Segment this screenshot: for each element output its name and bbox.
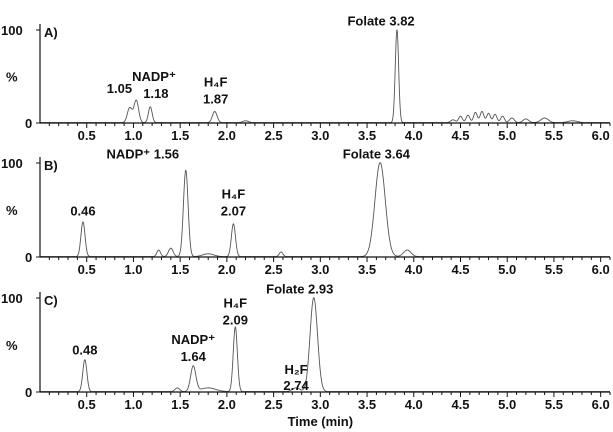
x-tick-label: 2.0 bbox=[218, 262, 236, 277]
x-tick-label: 5.5 bbox=[545, 128, 563, 143]
chromatogram-trace bbox=[39, 29, 611, 124]
x-tick-label: 3.0 bbox=[311, 262, 329, 277]
x-axis-title: Time (min) bbox=[288, 414, 354, 429]
panel-label: A) bbox=[44, 25, 58, 40]
peak-annotation: 2.74 bbox=[283, 378, 309, 393]
x-tick-label: 2.0 bbox=[218, 397, 236, 412]
peak-annotation: 2.07 bbox=[221, 204, 246, 219]
x-tick-label: 4.5 bbox=[451, 128, 469, 143]
peak-annotation: 1.87 bbox=[203, 91, 228, 106]
y-tick-label-100: 100 bbox=[1, 291, 23, 306]
peak-annotation: H₄F bbox=[204, 75, 228, 90]
panel-c: 0.5 1.0 1.5 2.0 2.5 3.0 3.5 4.0 4.5 5.0 5.5 6.0 100 0… bbox=[1, 281, 611, 429]
x-tick-label: 6.0 bbox=[592, 128, 610, 143]
x-tick-label: 1.0 bbox=[124, 128, 142, 143]
x-tick-label: 1.5 bbox=[171, 397, 189, 412]
panel-label: B) bbox=[44, 158, 58, 173]
peak-annotation: H₂F bbox=[284, 362, 307, 377]
y-tick-label-100: 100 bbox=[1, 156, 23, 171]
x-tick-label: 4.5 bbox=[451, 262, 469, 277]
peak-annotation: H₄F bbox=[224, 295, 248, 310]
panel-b: 0.5 1.0 1.5 2.0 2.5 3.0 3.5 4.0 4.5 5.0 5.5 6.0 100 0… bbox=[1, 146, 611, 277]
x-tick-label: 0.5 bbox=[78, 397, 96, 412]
panel-a: 0.5 1.0 1.5 2.0 2.5 3.0 3.5 4.0 4.5 5.0 5.5 6.0 100 0… bbox=[1, 13, 611, 143]
x-tick-label: 2.0 bbox=[218, 128, 236, 143]
peak-annotation: Folate 3.82 bbox=[347, 13, 414, 28]
x-tick-label: 3.0 bbox=[311, 128, 329, 143]
x-tick-label: 2.5 bbox=[265, 262, 283, 277]
peak-annotation: NADP⁺ 1.56 bbox=[106, 146, 179, 161]
x-tick-label: 4.5 bbox=[451, 397, 469, 412]
peak-annotation: 1.05 bbox=[107, 81, 132, 96]
x-tick-label: 4.0 bbox=[405, 397, 423, 412]
x-tick-label: 5.5 bbox=[545, 262, 563, 277]
x-tick-label: 0.5 bbox=[78, 128, 96, 143]
x-tick-label: 5.0 bbox=[498, 397, 516, 412]
peak-annotation: 0.48 bbox=[72, 342, 97, 357]
x-tick-label: 3.5 bbox=[358, 262, 376, 277]
y-tick-label-0: 0 bbox=[25, 250, 32, 265]
x-tick-label: 1.0 bbox=[124, 397, 142, 412]
x-tick-label: 0.5 bbox=[78, 262, 96, 277]
x-tick-label: 5.0 bbox=[498, 128, 516, 143]
panel-label: C) bbox=[44, 293, 58, 308]
y-axis-label: % bbox=[6, 338, 18, 353]
peak-annotation: NADP⁺ bbox=[171, 332, 215, 347]
x-tick-label: 6.0 bbox=[592, 262, 610, 277]
peak-annotation: 0.46 bbox=[70, 204, 95, 219]
peak-annotation: 2.09 bbox=[223, 312, 248, 327]
peak-annotation: NADP⁺ bbox=[132, 69, 176, 84]
x-tick-label: 4.0 bbox=[405, 128, 423, 143]
peak-annotation: 1.18 bbox=[143, 86, 168, 101]
peak-annotation: Folate 2.93 bbox=[266, 281, 333, 296]
x-tick-label: 3.0 bbox=[311, 397, 329, 412]
x-tick-label: 3.5 bbox=[358, 128, 376, 143]
y-axis-label: % bbox=[6, 70, 18, 85]
y-tick-label-0: 0 bbox=[25, 116, 32, 131]
x-tick-label: 3.5 bbox=[358, 397, 376, 412]
peak-annotation: Folate 3.64 bbox=[343, 146, 411, 161]
x-tick-label: 1.5 bbox=[171, 128, 189, 143]
x-tick-label: 1.0 bbox=[124, 262, 142, 277]
x-tick-label: 5.0 bbox=[498, 262, 516, 277]
chromatogram-trace bbox=[39, 297, 611, 393]
peak-annotation: H₄F bbox=[222, 187, 246, 202]
peak-annotation: 1.64 bbox=[181, 349, 207, 364]
x-tick-label: 4.0 bbox=[405, 262, 423, 277]
y-tick-label-0: 0 bbox=[25, 385, 32, 400]
y-tick-label-100: 100 bbox=[1, 23, 23, 38]
x-tick-label: 2.5 bbox=[265, 128, 283, 143]
x-tick-label: 1.5 bbox=[171, 262, 189, 277]
x-tick-label: 2.5 bbox=[265, 397, 283, 412]
chromatogram-trace bbox=[39, 162, 611, 258]
x-tick-label: 5.5 bbox=[545, 397, 563, 412]
y-axis-label: % bbox=[6, 203, 18, 218]
x-tick-label: 6.0 bbox=[592, 397, 610, 412]
